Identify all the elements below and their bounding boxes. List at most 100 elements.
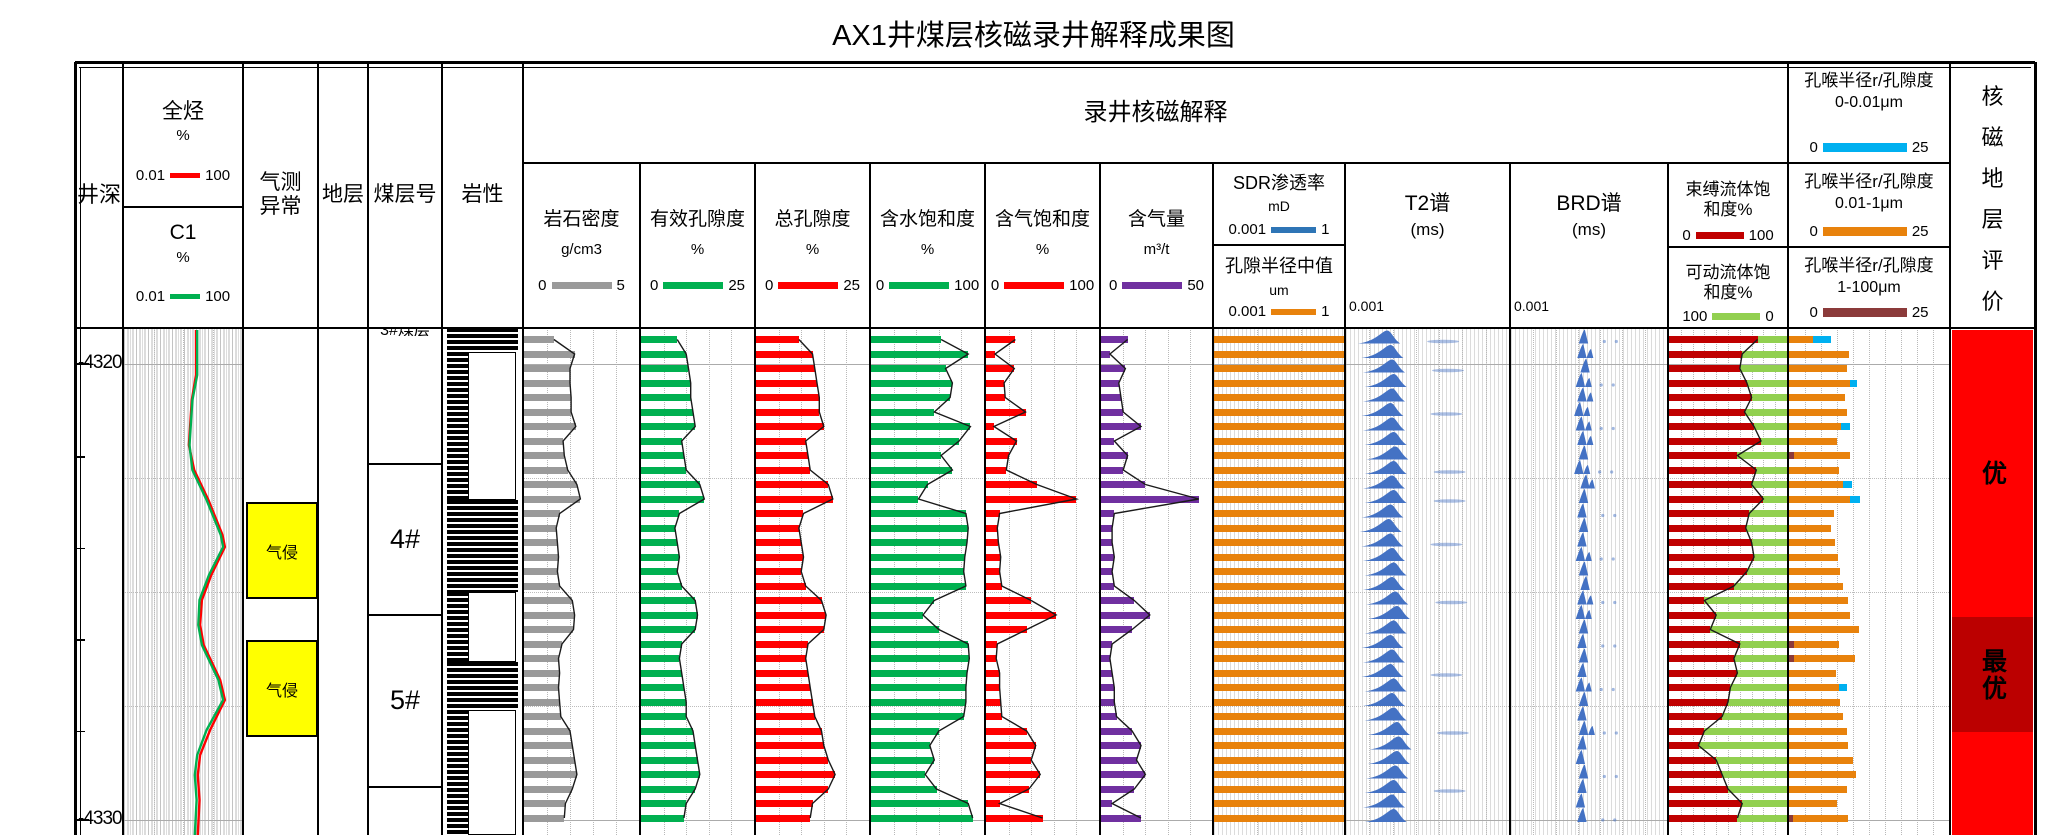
grid-line [916,328,918,835]
grid-line [1369,328,1371,835]
density-bar [524,611,575,619]
seam-header: 煤层号 [373,182,437,206]
pore-median-bar [1214,510,1344,517]
water-sat-bar [871,582,966,590]
bound-fluid-bar [1669,539,1752,546]
grid-line [1392,328,1394,835]
grid-line [547,328,548,835]
density-bar [524,640,562,648]
water-sat-bar [871,336,942,343]
pore-median-bar [1214,727,1344,735]
water-sat-bar [871,727,939,735]
pore-throat-1-100-bar [1789,452,1795,459]
eff-porosity-bar [641,684,684,691]
eff-porosity-bar [641,611,698,619]
movable-fluid-bar [1716,756,1787,764]
grid-line [846,328,848,835]
scale-min: 0.01 [135,288,166,305]
total-porosity-bar [756,423,824,430]
pmed-unit: um [1269,281,1289,298]
bound-fluid-bar [1669,698,1728,706]
water-sat-bar [871,423,971,430]
eff-porosity-bar [641,336,678,343]
pore-median-bar [1214,336,1344,343]
eff-porosity-bar [641,524,675,532]
gas-content-bar [1101,423,1141,430]
gas-content-bar [1101,814,1141,822]
pore-throat-0-001-bar [1841,423,1851,430]
sw-scale: 0 100 [808,277,1048,294]
pore-throat-001-1-bar [1789,800,1837,807]
density-bar [524,553,559,561]
depth-column-header: 井深 [76,182,121,208]
pore-throat-001-1-bar [1789,466,1839,474]
total-porosity-bar [756,785,829,793]
gas-content-bar [1101,350,1110,358]
eff-porosity-bar [641,423,696,430]
movable-fluid-bar [1728,785,1787,793]
sg-label: 含气饱和度 [994,209,1090,231]
scale-legend-bar [1822,227,1907,236]
border-line [1213,244,1345,246]
eval-header-char: 磁 [1981,125,2004,150]
depth-label: -4330 [78,808,123,829]
coal-seam-clipped: 3#煤层 [368,327,442,336]
pore-median-bar [1214,394,1344,401]
pore-median-bar [1214,365,1344,372]
gas-sat-bar [986,669,1000,677]
pore-throat-001-1-bar [1789,727,1847,735]
water-sat-bar [871,669,968,677]
movable-fluid-bar [1742,350,1787,358]
grid-line [1692,328,1694,835]
water-sat-bar [871,800,969,807]
pore-median-bar [1214,582,1344,590]
depth-grid-dotted [524,478,1949,479]
total-porosity-bar [756,539,802,546]
bound-fluid-bar [1669,568,1747,575]
gas-content-bar [1101,640,1113,648]
scale-max: 1 [1321,303,1330,320]
pore-throat-001-1-bar [1789,597,1848,604]
bound-fluid-bar [1669,727,1705,735]
movable-fluid-bar [1737,452,1787,459]
grid-line [1869,328,1870,835]
total-porosity-bar [756,568,802,575]
pore-throat-001-1-bar [1789,524,1831,532]
pore-throat-001-1-bar [1789,336,1813,343]
grid-line [1462,328,1464,835]
pore-throat-001-1-bar [1789,698,1841,706]
pore-median-bar [1214,568,1344,575]
gas-content-bar [1101,669,1113,677]
pore-median-bar [1214,626,1344,633]
gas-content-bar [1101,611,1150,619]
scale-max: 100 [205,288,231,305]
tphi-label: 总孔隙度 [774,209,851,231]
total-porosity-bar [756,394,820,401]
bound-fluid-bar [1669,379,1747,387]
depth-label: -4320 [78,352,123,373]
gas-sat-bar [986,553,1001,561]
gas-sat-bar [986,466,1007,474]
eval-header-char: 层 [1981,207,2004,232]
eff-porosity-bar [641,771,700,778]
water-sat-bar [871,452,942,459]
density-bar [524,814,565,822]
movable-fluid-bar [1733,582,1787,590]
border-line [368,463,442,465]
pore-throat-1-100-bar [1789,655,1795,662]
scale-min: 0 [1108,277,1118,294]
border-line [1788,162,1950,164]
water-sat-bar [871,771,926,778]
eff-porosity-bar [641,669,682,677]
eff-porosity-bar [641,539,678,546]
border-line [242,62,244,835]
pore-median-bar [1214,800,1344,807]
depth-grid-dotted [124,478,242,479]
border-line [523,162,1788,164]
bound-fluid-bar [1669,742,1699,749]
eff-porosity-bar [641,814,684,822]
pore-throat-001-1-bar [1789,495,1851,503]
pore-median-bar [1214,423,1344,430]
movable-fluid-bar [1737,669,1787,677]
sw-unit: % [920,241,935,259]
